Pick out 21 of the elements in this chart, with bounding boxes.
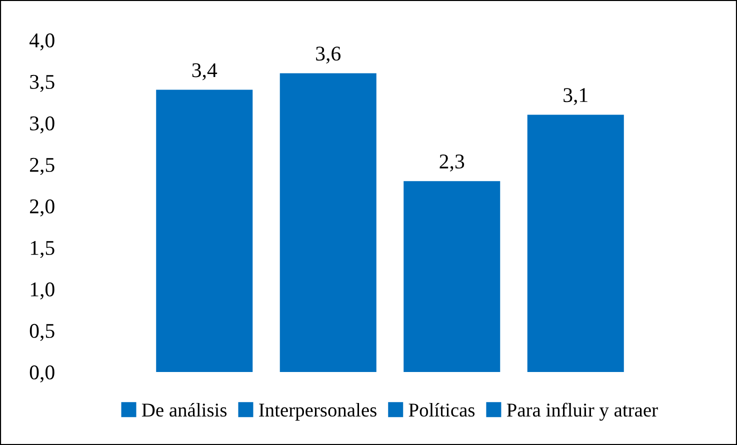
data-label: 3,1 [564, 88, 588, 106]
legend-label: De análisis [142, 402, 227, 417]
y-tick-label: 1,0 [30, 282, 54, 300]
data-label: 2,3 [440, 154, 464, 172]
bar [527, 114, 624, 372]
data-label: 3,4 [192, 63, 218, 80]
y-tick-label: 3,0 [30, 116, 54, 134]
y-tick-label: 0,5 [30, 324, 54, 341]
legend-label: Políticas [408, 402, 475, 417]
y-tick-label: 4,0 [30, 33, 54, 50]
y-tick-label: 1,5 [30, 240, 54, 258]
y-tick-label: 3,5 [30, 74, 54, 92]
y-tick-label: 2,5 [30, 158, 54, 175]
legend-label: Para influir y atraer [506, 402, 658, 421]
data-label: 3,6 [316, 46, 341, 64]
y-tick-label: 0,0 [30, 365, 54, 382]
y-tick-label: 2,0 [30, 199, 54, 216]
legend-label: Interpersonales [259, 402, 376, 421]
bar [156, 90, 253, 372]
bar [404, 181, 500, 372]
bar [280, 73, 376, 372]
